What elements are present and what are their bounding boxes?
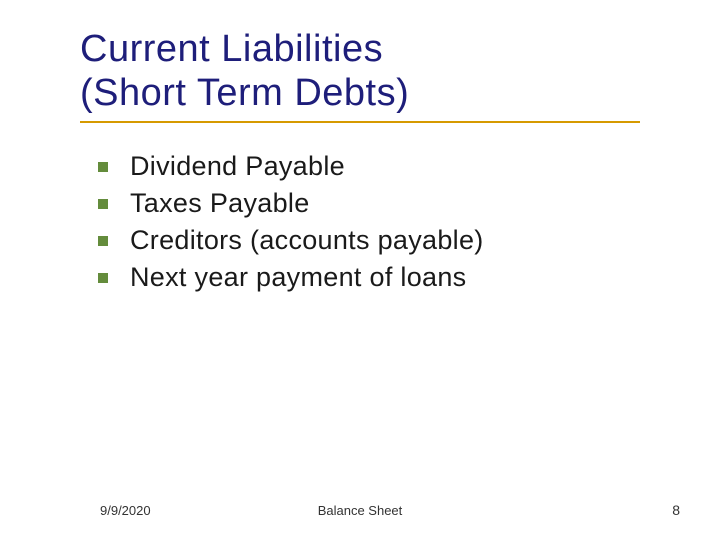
- title-line-2: (Short Term Debts): [80, 72, 409, 114]
- footer-date: 9/9/2020: [100, 503, 151, 518]
- list-item: Next year payment of loans: [98, 262, 640, 293]
- title-block: Current Liabilities (Short Term Debts): [80, 28, 640, 123]
- footer-page-number: 8: [672, 502, 680, 518]
- bullet-text: Next year payment of loans: [130, 262, 466, 293]
- list-item: Dividend Payable: [98, 151, 640, 182]
- bullet-text: Dividend Payable: [130, 151, 345, 182]
- slide-container: Current Liabilities (Short Term Debts) D…: [0, 0, 720, 540]
- slide-title: Current Liabilities (Short Term Debts): [80, 28, 640, 115]
- list-item: Creditors (accounts payable): [98, 225, 640, 256]
- title-line-1: Current Liabilities: [80, 28, 383, 70]
- bullet-text: Taxes Payable: [130, 188, 310, 219]
- bullet-text: Creditors (accounts payable): [130, 225, 484, 256]
- slide-footer: 9/9/2020 Balance Sheet 8: [0, 502, 720, 518]
- square-bullet-icon: [98, 199, 108, 209]
- square-bullet-icon: [98, 162, 108, 172]
- list-item: Taxes Payable: [98, 188, 640, 219]
- bullet-list: Dividend Payable Taxes Payable Creditors…: [80, 151, 640, 299]
- footer-center-label: Balance Sheet: [318, 503, 403, 518]
- square-bullet-icon: [98, 273, 108, 283]
- title-underline: [80, 121, 640, 123]
- square-bullet-icon: [98, 236, 108, 246]
